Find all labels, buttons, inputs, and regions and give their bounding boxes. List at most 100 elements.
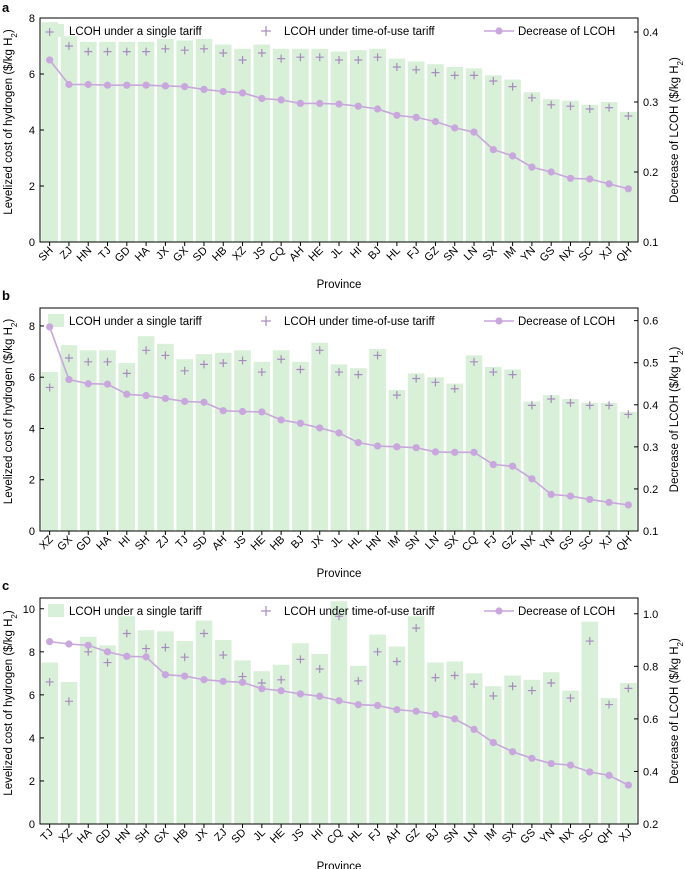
point-decrease bbox=[123, 81, 131, 89]
point-decrease bbox=[181, 397, 189, 406]
marker-tou-tariff bbox=[470, 357, 479, 366]
bar-single-tariff bbox=[465, 355, 483, 531]
bar-single-tariff bbox=[99, 350, 116, 531]
y2-axis-title-main: Decrease of LCOH ($/kg H bbox=[669, 646, 681, 783]
bar-single-tariff bbox=[465, 673, 483, 824]
y-axis-title: Levelized cost of hydrogen ($/kg H2) bbox=[3, 29, 19, 215]
bar-single-tariff bbox=[330, 364, 348, 531]
x-tick-label: TJ bbox=[97, 245, 114, 262]
x-tick-label: GZ bbox=[422, 244, 441, 263]
marker-tou-tariff bbox=[566, 398, 575, 407]
x-tick-label: NX bbox=[519, 533, 539, 553]
marker-tou-tariff bbox=[566, 102, 575, 111]
point-decrease bbox=[277, 96, 285, 104]
point-decrease bbox=[528, 475, 536, 483]
x-tick-label: JS bbox=[250, 245, 268, 263]
marker-tou-tariff bbox=[624, 112, 633, 120]
bar-single-tariff bbox=[388, 390, 406, 531]
x-tick-label: CQ bbox=[325, 826, 345, 846]
point-decrease bbox=[431, 448, 440, 456]
bar-single-tariff bbox=[388, 58, 406, 242]
x-tick-label: ZJ bbox=[212, 827, 229, 844]
legend-label-tou: LCOH under time-of-use tariff bbox=[284, 316, 435, 328]
point-decrease bbox=[489, 460, 497, 469]
x-tick-label: JX bbox=[193, 826, 211, 844]
y2-tick-label: 0.4 bbox=[643, 766, 658, 778]
x-tick-label: HE bbox=[249, 534, 268, 553]
bar-single-tariff bbox=[60, 681, 78, 824]
y-axis-title-sub: 2 bbox=[10, 322, 19, 327]
marker-tou-tariff bbox=[605, 103, 614, 112]
point-decrease bbox=[277, 687, 285, 695]
marker-tou-tariff bbox=[180, 653, 189, 662]
x-axis-title: Province bbox=[317, 279, 362, 291]
marker-tou-tariff bbox=[122, 629, 131, 638]
x-tick-label: HB bbox=[268, 534, 287, 553]
x-tick-label: YN bbox=[538, 827, 557, 846]
bar-single-tariff bbox=[600, 698, 618, 824]
y2-axis-title-sub: 2 bbox=[676, 350, 685, 355]
point-decrease bbox=[219, 407, 227, 415]
y2-axis-title-main: Decrease of LCOH ($/kg H bbox=[669, 65, 681, 202]
point-decrease bbox=[566, 761, 575, 769]
y2-tick-label: 0.3 bbox=[643, 97, 658, 109]
x-tick-label: CQ bbox=[267, 244, 287, 264]
y-axis-title: Levelized cost of hydrogen ($/kg H2) bbox=[3, 319, 19, 505]
point-decrease bbox=[412, 707, 420, 715]
x-tick-label: GD bbox=[74, 534, 94, 554]
point-decrease bbox=[566, 492, 575, 500]
y-axis-title-main: Levelized cost of hydrogen ($/kg H bbox=[3, 619, 15, 796]
x-tick-label: HB bbox=[210, 245, 229, 264]
marker-tou-tariff bbox=[161, 643, 170, 652]
bar-single-tariff bbox=[446, 67, 464, 242]
panel-letter: a bbox=[2, 0, 10, 15]
marker-tou-tariff bbox=[373, 647, 382, 656]
point-decrease bbox=[489, 738, 497, 747]
point-decrease bbox=[258, 408, 266, 416]
point-decrease bbox=[103, 648, 112, 656]
legend-swatch-bar bbox=[48, 314, 64, 327]
bar-single-tariff bbox=[407, 61, 425, 243]
point-decrease bbox=[238, 89, 247, 97]
x-tick-label: JL bbox=[251, 827, 268, 844]
y2-tick-label: 0.1 bbox=[643, 526, 658, 538]
y-axis-title-close: ) bbox=[3, 319, 15, 323]
y2-tick-label: 0.2 bbox=[643, 167, 658, 179]
bar-single-tariff bbox=[485, 686, 502, 824]
marker-tou-tariff bbox=[219, 651, 228, 660]
x-tick-label: YN bbox=[538, 534, 557, 553]
bar-single-tariff bbox=[407, 373, 425, 531]
x-tick-label: GZ bbox=[403, 826, 422, 845]
x-tick-label: HA bbox=[75, 826, 95, 846]
x-tick-label: ZJ bbox=[154, 534, 171, 551]
point-decrease bbox=[431, 118, 440, 126]
point-decrease bbox=[605, 180, 613, 188]
marker-tou-tariff bbox=[180, 46, 189, 55]
bar-single-tariff bbox=[349, 368, 367, 531]
y-axis-title-close: ) bbox=[3, 29, 15, 33]
point-decrease bbox=[46, 323, 54, 331]
point-decrease bbox=[142, 391, 150, 400]
x-tick-label: SX bbox=[481, 244, 500, 263]
bar-single-tariff bbox=[581, 621, 599, 824]
bar-single-tariff bbox=[349, 665, 367, 824]
bar-single-tariff bbox=[253, 361, 271, 531]
legend-dot bbox=[495, 317, 503, 325]
marker-tou-tariff bbox=[277, 355, 286, 364]
x-tick-label: SH bbox=[133, 534, 152, 553]
point-decrease bbox=[586, 768, 594, 776]
x-tick-label: TJ bbox=[39, 827, 56, 844]
x-tick-label: HA bbox=[94, 533, 114, 553]
marker-tou-tariff bbox=[199, 629, 208, 638]
bar-single-tariff bbox=[542, 672, 560, 824]
bar-single-tariff bbox=[79, 350, 97, 531]
point-decrease bbox=[200, 398, 208, 406]
x-tick-label: JL bbox=[328, 245, 345, 262]
bar-single-tariff bbox=[369, 634, 386, 824]
x-tick-label: SC bbox=[577, 534, 596, 553]
point-decrease bbox=[470, 725, 478, 733]
bar-single-tariff bbox=[292, 48, 309, 242]
y-tick-label: 4 bbox=[29, 423, 35, 435]
marker-tou-tariff bbox=[257, 368, 266, 377]
bar-single-tariff bbox=[214, 639, 232, 824]
